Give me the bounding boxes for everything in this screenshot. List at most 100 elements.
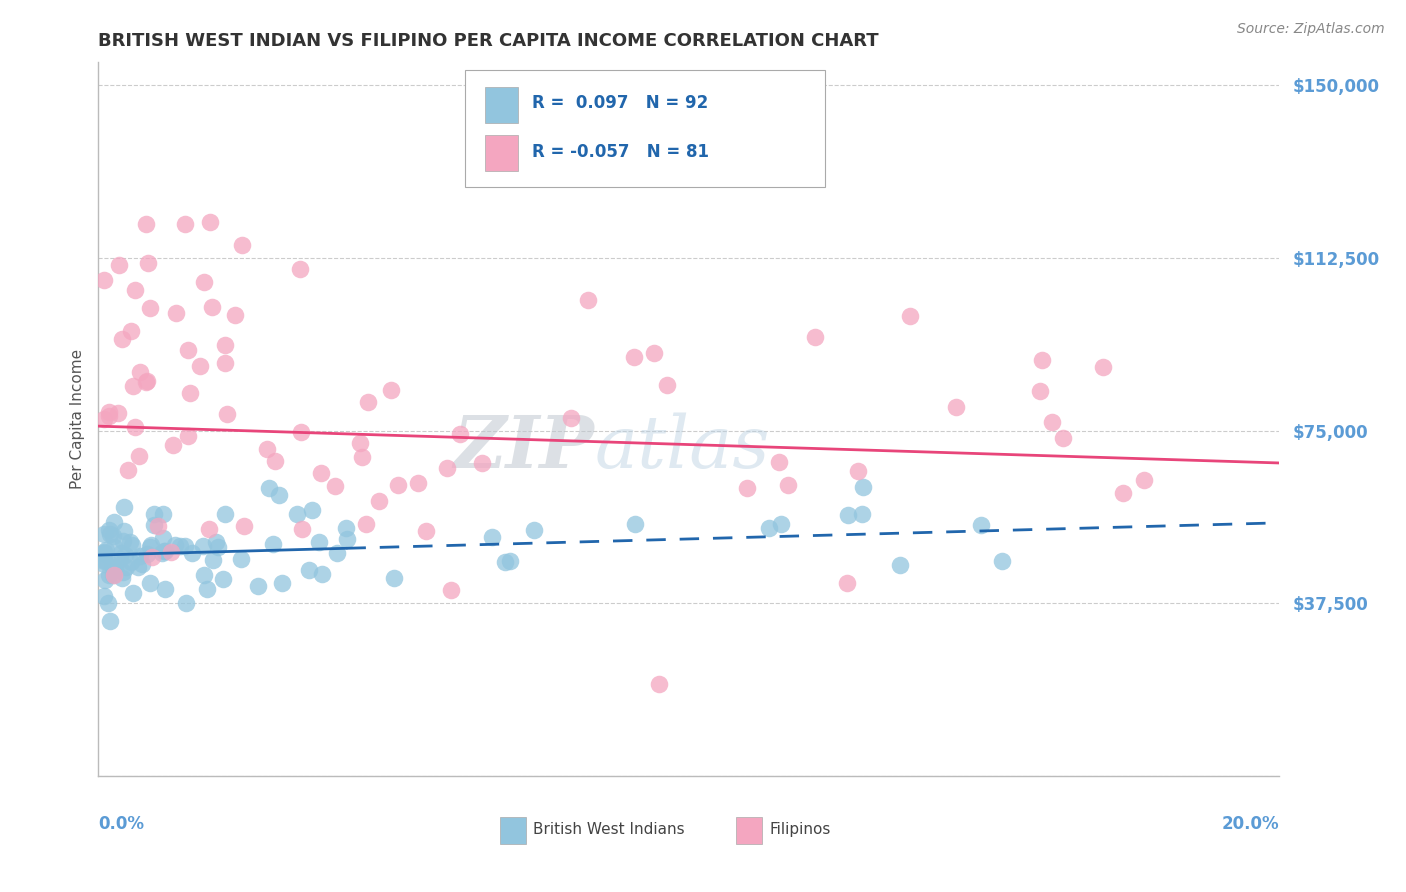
Text: British West Indians: British West Indians [533,822,685,837]
Point [323,479,346,493]
Point [336,533,359,547]
Point [357,394,380,409]
Point [100,614,122,628]
Point [124,419,146,434]
Point [112,524,135,538]
Point [851,508,873,522]
Point [124,283,146,297]
FancyBboxPatch shape [485,136,517,171]
Point [852,480,875,494]
Text: atlas: atlas [595,412,770,483]
Point [898,309,921,323]
Point [136,256,159,270]
Point [93,546,115,560]
Point [139,301,162,316]
Point [198,214,221,228]
Point [233,518,256,533]
Point [93,545,115,559]
Point [212,572,235,586]
Point [970,517,993,532]
Point [139,576,162,591]
Point [104,560,127,574]
Point [380,383,402,397]
Point [128,560,150,574]
Point [179,385,201,400]
Point [103,540,125,554]
Point [103,515,125,529]
Point [128,450,150,464]
Point [197,582,219,596]
Point [121,538,143,552]
Text: BRITISH WEST INDIAN VS FILIPINO PER CAPITA INCOME CORRELATION CHART: BRITISH WEST INDIAN VS FILIPINO PER CAPI… [98,32,879,50]
Y-axis label: Per Capita Income: Per Capita Income [69,349,84,490]
Point [770,517,793,532]
Point [111,534,134,549]
Point [1091,360,1114,375]
Point [120,324,142,338]
Point [1052,432,1074,446]
Point [768,455,790,469]
Point [103,562,125,576]
Point [101,560,124,574]
Point [214,337,236,351]
Point [93,589,115,603]
Point [108,552,131,566]
Point [131,557,153,571]
Point [193,568,215,582]
Point [367,493,389,508]
Point [846,464,869,478]
Point [162,438,184,452]
Point [165,305,187,319]
Point [112,500,135,514]
Text: 0.0%: 0.0% [98,815,145,833]
Text: 20.0%: 20.0% [1222,815,1279,833]
Point [1031,353,1053,368]
Point [523,523,546,537]
Point [169,539,191,553]
FancyBboxPatch shape [501,817,526,844]
Point [94,543,117,558]
Text: R =  0.097   N = 92: R = 0.097 N = 92 [531,95,709,112]
Point [224,308,246,322]
Point [657,377,679,392]
Point [98,405,121,419]
Point [1112,486,1135,500]
Point [108,258,131,272]
Point [94,573,117,587]
Point [214,356,236,370]
Point [301,503,323,517]
Point [98,523,121,537]
Point [101,568,124,582]
Point [436,461,458,475]
Point [257,481,280,495]
Point [174,596,197,610]
Point [387,477,409,491]
Point [117,463,139,477]
Point [98,567,121,582]
Point [138,540,160,554]
Text: Source: ZipAtlas.com: Source: ZipAtlas.com [1237,22,1385,37]
Point [449,427,471,442]
Point [623,350,645,364]
Point [93,527,115,541]
Point [114,548,136,562]
Point [262,537,284,551]
Point [100,558,122,573]
Point [165,538,187,552]
Point [1028,384,1050,398]
Point [204,534,226,549]
Point [291,523,314,537]
Point [139,538,162,552]
Point [945,400,967,414]
Point [93,411,115,425]
Point [217,407,239,421]
Text: ZIP: ZIP [454,412,595,483]
Point [201,300,224,314]
Point [100,527,122,541]
Point [290,425,312,440]
Point [135,548,157,562]
Point [247,579,270,593]
Point [735,481,758,495]
Point [193,540,215,554]
Point [107,406,129,420]
